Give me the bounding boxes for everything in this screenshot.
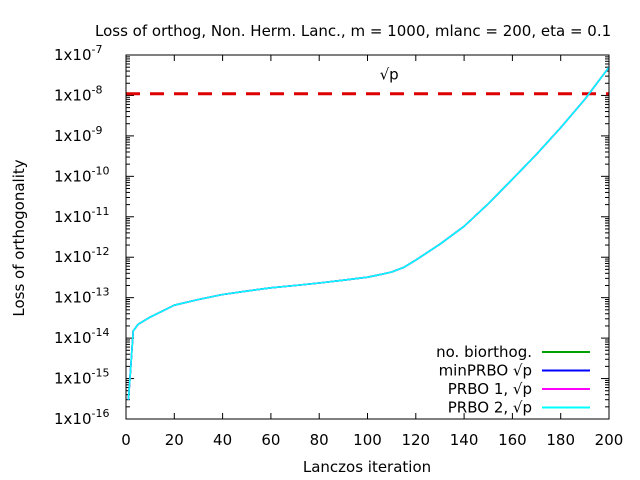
y-tick-base: 1x10 <box>54 329 92 347</box>
y-tick-label: 1x10-13 <box>54 286 109 307</box>
y-tick-base: 1x10 <box>54 86 92 104</box>
legend-label: minPRBO √p <box>439 362 532 380</box>
chart-title: Loss of orthog, Non. Herm. Lanc., m = 10… <box>95 22 611 40</box>
x-tick-label: 140 <box>450 431 479 449</box>
plot-area: 0 20 40 60 80 100 120 140 160 180 2001x10-71x10-81… <box>54 43 623 449</box>
y-tick-label: 1x10-7 <box>54 43 102 64</box>
x-tick-label: 180 <box>546 431 575 449</box>
x-tick-label: 120 <box>401 431 430 449</box>
y-tick-label: 1x10-16 <box>54 407 109 428</box>
series-line-2 <box>127 66 610 400</box>
legend-label: no. biorthog. <box>436 343 532 361</box>
y-tick-label: 1x10-15 <box>54 367 109 388</box>
y-tick-base: 1x10 <box>54 167 92 185</box>
y-tick-base: 1x10 <box>54 248 92 266</box>
y-tick-base: 1x10 <box>54 127 92 145</box>
x-tick-label: 20 <box>165 431 184 449</box>
y-tick-base: 1x10 <box>54 410 92 428</box>
y-tick-exponent: -8 <box>92 83 103 96</box>
y-tick-exponent: -9 <box>92 124 103 137</box>
x-tick-label: 0 <box>121 431 131 449</box>
y-tick-exponent: -11 <box>92 205 110 218</box>
y-tick-label: 1x10-12 <box>54 245 109 266</box>
x-tick-label: 160 <box>498 431 527 449</box>
y-tick-base: 1x10 <box>54 370 92 388</box>
y-tick-exponent: -14 <box>92 326 110 339</box>
y-tick-exponent: -15 <box>92 367 110 380</box>
x-tick-label: 40 <box>213 431 232 449</box>
sqrt-p-annotation: √p <box>380 65 399 83</box>
y-tick-exponent: -7 <box>92 43 103 56</box>
y-tick-exponent: -13 <box>92 286 110 299</box>
x-tick-label: 80 <box>310 431 329 449</box>
legend-label: PRBO 2, √p <box>448 399 532 417</box>
x-tick-label: 60 <box>261 431 280 449</box>
y-tick-base: 1x10 <box>54 46 92 64</box>
y-tick-exponent: -12 <box>92 245 110 258</box>
y-tick-base: 1x10 <box>54 208 92 226</box>
x-axis-label: Lanczos iteration <box>303 458 431 476</box>
plot-frame <box>125 54 610 420</box>
y-tick-exponent: -10 <box>92 164 110 177</box>
x-tick-label: 200 <box>595 431 624 449</box>
series-line-1 <box>127 66 610 400</box>
series-line-0 <box>127 66 610 400</box>
y-tick-base: 1x10 <box>54 289 92 307</box>
y-tick-exponent: -16 <box>92 407 110 420</box>
y-tick-label: 1x10-10 <box>54 164 109 185</box>
y-axis-label: Loss of orthogonality <box>10 159 28 316</box>
y-tick-label: 1x10-8 <box>54 83 102 104</box>
y-tick-label: 1x10-9 <box>54 124 102 145</box>
y-tick-label: 1x10-11 <box>54 205 109 226</box>
legend-label: PRBO 1, √p <box>448 380 532 398</box>
x-tick-label: 100 <box>353 431 382 449</box>
series-line-3 <box>127 66 610 400</box>
y-tick-label: 1x10-14 <box>54 326 109 347</box>
